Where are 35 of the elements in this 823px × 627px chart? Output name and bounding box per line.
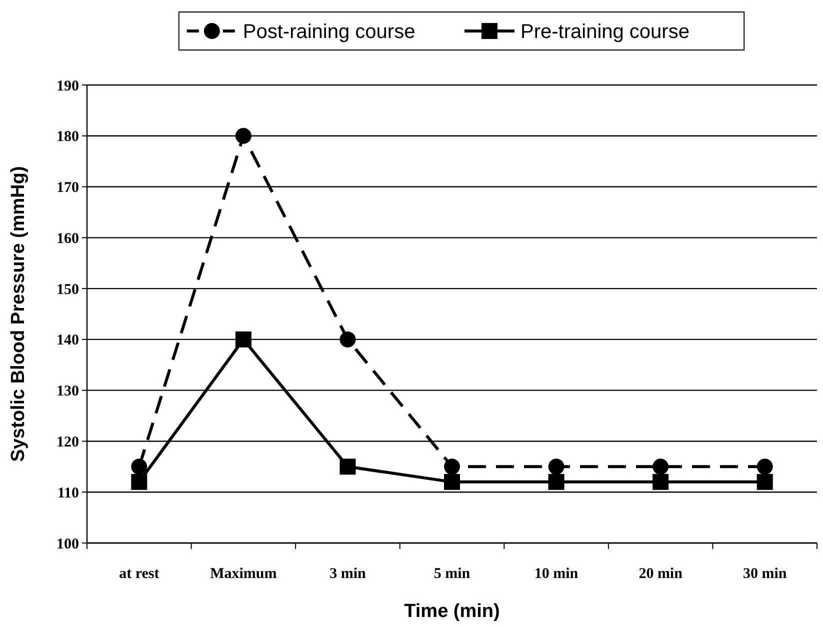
y-axis-title: Systolic Blood Pressure (mmHg) bbox=[8, 166, 29, 462]
point bbox=[340, 331, 356, 348]
y-tick-label: 120 bbox=[56, 434, 79, 450]
y-tick-label: 130 bbox=[56, 384, 79, 400]
x-axis-title: Time (min) bbox=[404, 601, 500, 622]
x-tick-label: 10 min bbox=[534, 566, 579, 582]
y-tick-label: 160 bbox=[56, 230, 79, 247]
point bbox=[756, 458, 773, 475]
point bbox=[131, 474, 148, 490]
y-tick-label: 170 bbox=[56, 180, 79, 196]
point bbox=[756, 474, 773, 490]
point bbox=[131, 458, 148, 475]
x-tick-label: Maximum bbox=[210, 566, 278, 582]
point bbox=[548, 458, 564, 475]
point bbox=[444, 474, 460, 490]
y-tick-label: 110 bbox=[57, 485, 79, 502]
point bbox=[340, 458, 356, 475]
y-tick-label: 140 bbox=[56, 332, 79, 349]
x-tick-label: 3 min bbox=[330, 566, 366, 582]
x-tick-label: 5 min bbox=[434, 566, 471, 582]
legend-label: Post-raining course bbox=[242, 21, 416, 43]
x-tick-label: 30 min bbox=[742, 566, 788, 582]
y-tick-label: 150 bbox=[56, 282, 79, 298]
y-tick-label: 180 bbox=[56, 129, 79, 146]
point bbox=[652, 458, 669, 475]
point bbox=[235, 128, 252, 144]
point bbox=[444, 458, 460, 475]
y-tick-label: 100 bbox=[56, 536, 79, 552]
x-tick-label: 20 min bbox=[638, 566, 684, 582]
y-tick-label: 190 bbox=[56, 78, 79, 94]
point bbox=[652, 474, 669, 490]
point bbox=[548, 474, 564, 490]
legend-label: Pre-training course bbox=[520, 21, 690, 43]
x-tick-label: at rest bbox=[119, 566, 160, 582]
point bbox=[235, 331, 252, 348]
